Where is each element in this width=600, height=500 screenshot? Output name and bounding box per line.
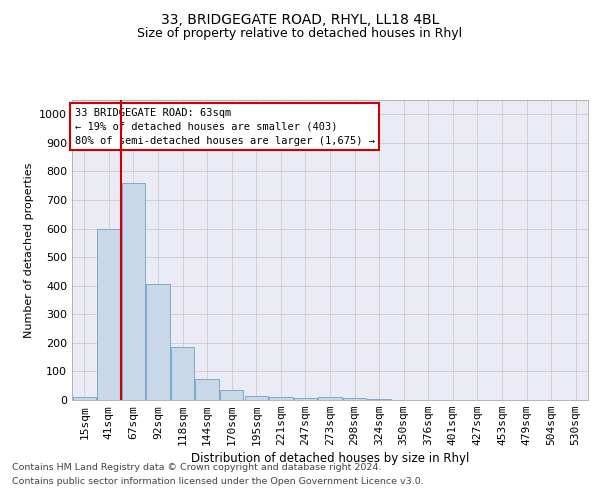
- Bar: [294, 398, 317, 400]
- Bar: [319, 396, 341, 400]
- X-axis label: Distribution of detached houses by size in Rhyl: Distribution of detached houses by size …: [191, 452, 469, 466]
- Bar: [146, 284, 170, 400]
- Bar: [73, 397, 96, 400]
- Bar: [367, 399, 391, 400]
- Text: 33 BRIDGEGATE ROAD: 63sqm
← 19% of detached houses are smaller (403)
80% of semi: 33 BRIDGEGATE ROAD: 63sqm ← 19% of detac…: [74, 108, 374, 146]
- Text: 33, BRIDGEGATE ROAD, RHYL, LL18 4BL: 33, BRIDGEGATE ROAD, RHYL, LL18 4BL: [161, 12, 439, 26]
- Bar: [171, 347, 194, 400]
- Y-axis label: Number of detached properties: Number of detached properties: [23, 162, 34, 338]
- Text: Size of property relative to detached houses in Rhyl: Size of property relative to detached ho…: [137, 28, 463, 40]
- Bar: [97, 228, 121, 400]
- Bar: [196, 378, 219, 400]
- Bar: [122, 183, 145, 400]
- Bar: [269, 396, 293, 400]
- Bar: [245, 396, 268, 400]
- Bar: [343, 398, 366, 400]
- Text: Contains public sector information licensed under the Open Government Licence v3: Contains public sector information licen…: [12, 477, 424, 486]
- Text: Contains HM Land Registry data © Crown copyright and database right 2024.: Contains HM Land Registry data © Crown c…: [12, 464, 382, 472]
- Bar: [220, 390, 244, 400]
